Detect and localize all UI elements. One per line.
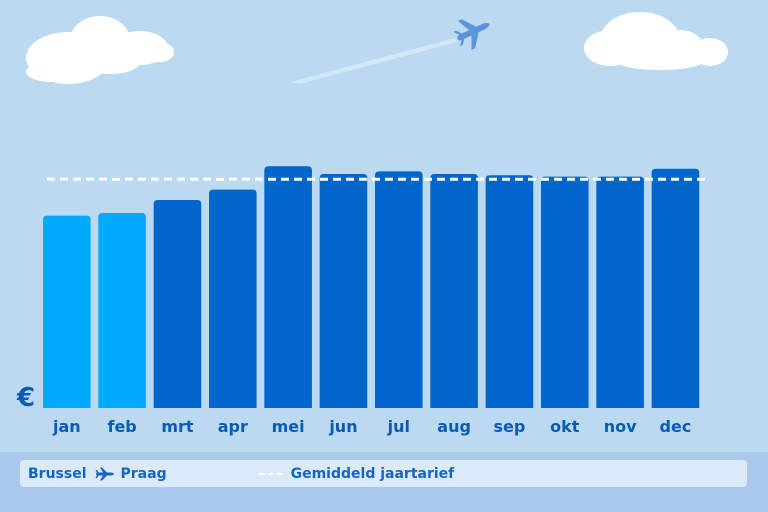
route-legend: Brussel Praag xyxy=(28,466,167,482)
dashed-line-sample xyxy=(258,472,283,475)
bar-okt xyxy=(541,176,589,408)
origin-city: Brussel xyxy=(28,465,87,482)
x-axis-tick-labels: jan feb mrt apr mei jun jul aug sep okt nov dec xyxy=(52,417,691,436)
bar-jul xyxy=(375,171,423,408)
bar-mei xyxy=(264,166,312,408)
contrail xyxy=(290,38,457,84)
destination-city: Praag xyxy=(120,465,167,482)
x-tick-label-nov: nov xyxy=(604,417,637,436)
bar-nov xyxy=(596,176,644,408)
x-tick-label-jun: jun xyxy=(328,417,357,436)
cloud-icon xyxy=(26,16,174,84)
x-tick-label-mrt: mrt xyxy=(161,417,194,436)
bar-sep xyxy=(485,175,534,408)
bar-dec xyxy=(651,168,700,408)
average-legend: Gemiddeld jaartarief xyxy=(258,465,455,482)
x-tick-label-apr: apr xyxy=(218,417,248,436)
x-tick-label-sep: sep xyxy=(494,417,526,436)
x-tick-label-okt: okt xyxy=(550,417,580,436)
x-tick-label-feb: feb xyxy=(107,417,136,436)
x-tick-label-aug: aug xyxy=(437,417,471,436)
y-axis-label: € xyxy=(16,383,35,413)
bar-aug xyxy=(430,174,478,408)
bar-feb xyxy=(98,213,146,408)
bar-apr xyxy=(209,189,257,408)
x-tick-label-jul: jul xyxy=(387,417,410,436)
legend-bar: Brussel Praag Gemiddeld jaartarief xyxy=(20,460,747,487)
x-tick-label-mei: mei xyxy=(272,417,305,436)
average-legend-label: Gemiddeld jaartarief xyxy=(290,465,455,482)
bar-series xyxy=(43,166,700,408)
x-tick-label-dec: dec xyxy=(660,417,692,436)
bar-jun xyxy=(319,174,368,408)
bar-mrt xyxy=(153,200,202,408)
cloud-icon xyxy=(584,12,728,70)
airplane-icon xyxy=(453,19,490,50)
x-tick-label-jan: jan xyxy=(52,417,81,436)
bar-jan xyxy=(43,215,91,408)
plane-icon xyxy=(95,467,114,480)
